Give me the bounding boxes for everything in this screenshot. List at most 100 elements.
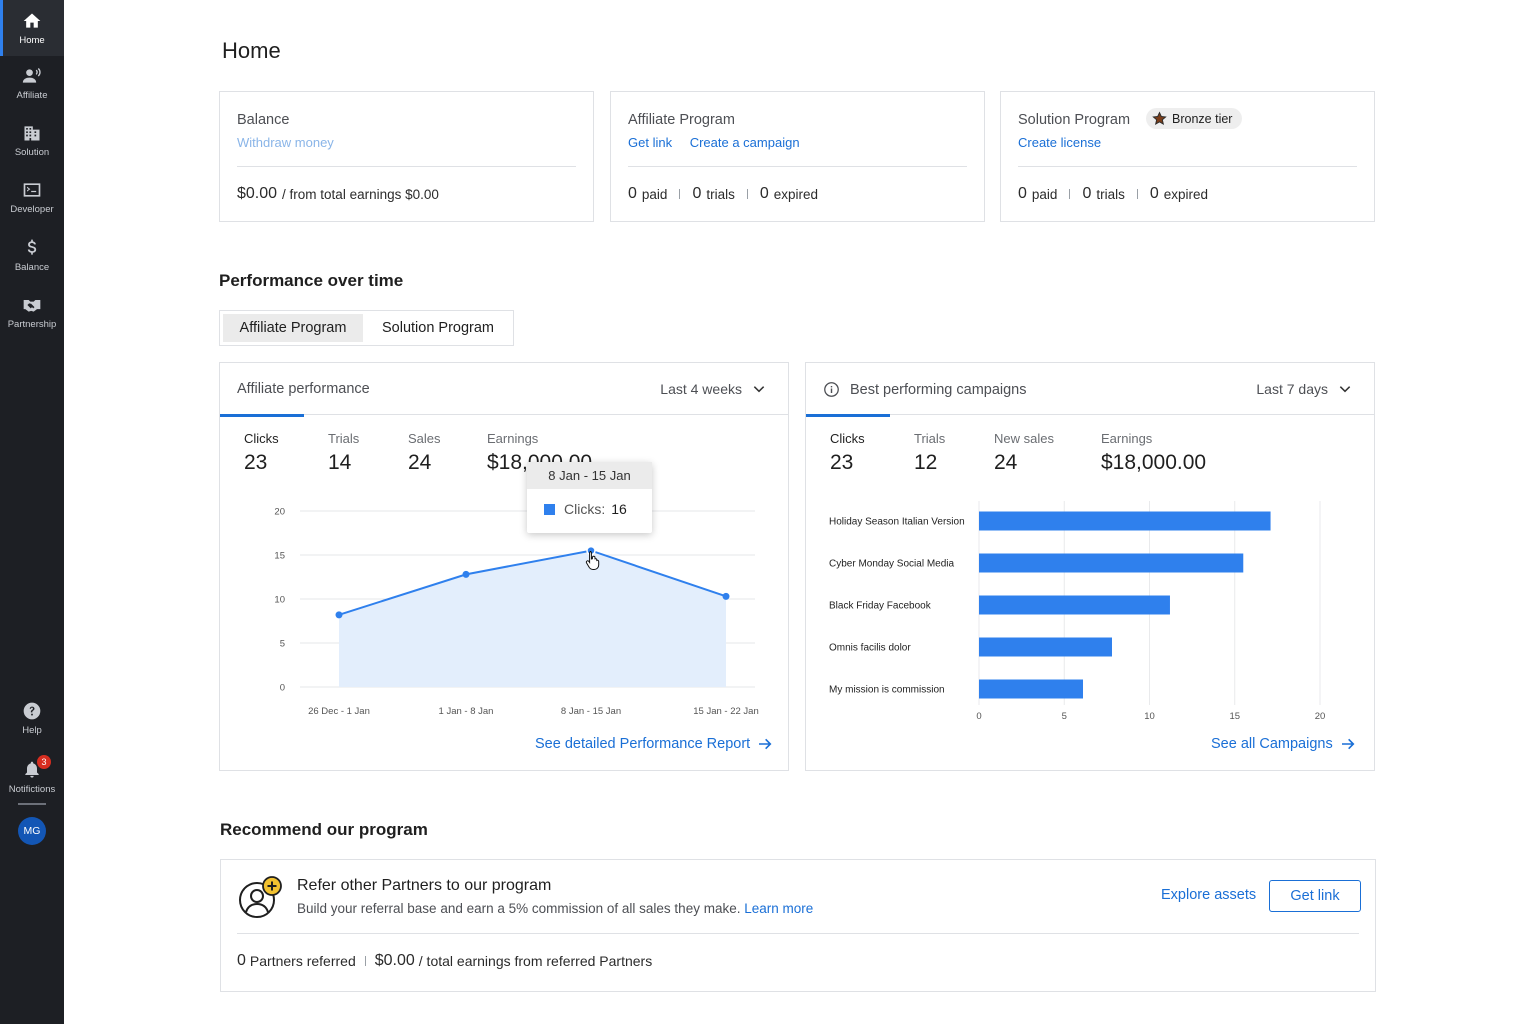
- sidebar-item-solution[interactable]: Solution: [0, 112, 64, 168]
- recommend-title: Recommend our program: [220, 820, 428, 839]
- handshake-icon: [23, 299, 41, 312]
- sidebar-divider: [18, 803, 46, 805]
- sidebar-item-label: Home: [19, 34, 45, 46]
- withdraw-money-link[interactable]: Withdraw money: [237, 135, 334, 150]
- get-link-link[interactable]: Get link: [628, 135, 673, 150]
- partners-count: 0: [237, 952, 246, 969]
- divider: [628, 166, 967, 167]
- building-icon: [24, 125, 40, 140]
- campaign-bar: [979, 679, 1084, 699]
- metric-value: 14: [328, 451, 352, 474]
- sidebar-item-label: Notifictions: [8, 783, 56, 795]
- arrow-right-icon: [759, 738, 772, 750]
- sidebar-item-affiliate[interactable]: Affiliate: [0, 55, 64, 111]
- metric-new-sales[interactable]: New sales 24: [994, 431, 1054, 475]
- tab-solution-program[interactable]: Solution Program: [381, 320, 495, 336]
- tab-affiliate-program[interactable]: Affiliate Program: [223, 314, 363, 342]
- y-tick-label: 5: [280, 639, 285, 650]
- metric-label: Clicks: [830, 431, 865, 446]
- x-tick-label: 20: [1315, 711, 1326, 722]
- campaign-bar: [979, 595, 1170, 615]
- x-tick-label: 0: [976, 711, 981, 722]
- balance-amount: $0.00: [237, 185, 278, 202]
- tooltip-value: 16: [611, 501, 627, 517]
- x-tick-label: 5: [1062, 711, 1067, 722]
- performance-report-link[interactable]: See detailed Performance Report: [535, 736, 773, 752]
- campaign-bar: [979, 553, 1244, 573]
- balance-card: Balance Withdraw money $0.00 / from tota…: [219, 91, 594, 222]
- info-icon[interactable]: [823, 381, 840, 398]
- chevron-down-icon: [753, 386, 765, 393]
- range-dropdown[interactable]: Last 7 days: [1256, 381, 1352, 397]
- y-tick-label: Black Friday Facebook: [829, 601, 932, 612]
- metric-label: Sales: [408, 431, 441, 446]
- metric-trials[interactable]: Trials 14: [328, 431, 359, 475]
- sidebar-item-help[interactable]: Help: [0, 690, 64, 746]
- arrow-right-icon: [1341, 738, 1355, 750]
- affiliate-program-card: Affiliate Program Get link Create a camp…: [610, 91, 985, 222]
- hand-cursor-icon: [585, 551, 600, 570]
- tooltip-label: Clicks:: [564, 501, 606, 517]
- create-campaign-link[interactable]: Create a campaign: [689, 135, 800, 150]
- chevron-down-icon: [1339, 386, 1351, 393]
- avatar[interactable]: MG: [18, 817, 46, 845]
- y-tick-label: 15: [274, 551, 285, 562]
- metric-value: 12: [914, 451, 938, 474]
- tier-label: Bronze tier: [1172, 111, 1233, 126]
- metric-label: Earnings: [1101, 431, 1153, 446]
- home-icon: [23, 13, 41, 28]
- data-point: [462, 570, 470, 578]
- sidebar-item-home[interactable]: Home: [0, 0, 64, 56]
- solution-program-card: Solution Program Bronze tier Create lice…: [1000, 91, 1375, 222]
- metric-value: 24: [994, 451, 1018, 474]
- x-tick-label: 8 Jan - 15 Jan: [561, 706, 621, 717]
- series-swatch: [544, 503, 555, 515]
- trials-count: 0: [692, 185, 702, 202]
- notification-badge: 3: [37, 755, 51, 769]
- card-title: Affiliate Program: [628, 112, 735, 128]
- clicks-line-chart: 0 5 10 15 20 26 Dec - 1 Jan 1 Jan - 8 Jan 8 Jan…: [274, 507, 759, 718]
- terminal-icon: [23, 182, 41, 197]
- expired-label: expired: [1163, 186, 1209, 202]
- metric-clicks[interactable]: Clicks 23: [244, 431, 279, 475]
- metric-sales[interactable]: Sales 24: [408, 431, 441, 475]
- performance-title: Performance over time: [219, 271, 404, 290]
- total-earnings: / from total earnings $0.00: [282, 186, 439, 202]
- sidebar-item-notifications[interactable]: 3 Notifictions: [0, 749, 64, 805]
- all-campaigns-link[interactable]: See all Campaigns: [1211, 736, 1356, 752]
- sidebar-item-label: Solution: [14, 146, 50, 158]
- sidebar-item-label: Help: [22, 724, 42, 736]
- x-tick-label: 1 Jan - 8 Jan: [439, 706, 494, 717]
- metric-value: 23: [244, 451, 268, 474]
- campaigns-bar-chart: 0 5 10 15 20 Holiday Season Italian Version Cy…: [829, 501, 1326, 722]
- create-license-link[interactable]: Create license: [1018, 135, 1102, 150]
- paid-label: paid: [1031, 186, 1058, 202]
- paid-count: 0: [1018, 185, 1027, 202]
- card-title: Affiliate performance: [237, 381, 370, 397]
- learn-more-link[interactable]: Learn more: [744, 901, 814, 916]
- explore-assets-button[interactable]: Explore assets: [1161, 887, 1257, 903]
- card-title: Balance: [237, 112, 290, 128]
- sidebar-item-balance[interactable]: Balance: [0, 227, 64, 283]
- x-tick-label: 15 Jan - 22 Jan: [693, 706, 759, 717]
- data-point: [335, 611, 343, 619]
- metric-clicks[interactable]: Clicks 23: [830, 431, 865, 475]
- metric-trials[interactable]: Trials 12: [914, 431, 945, 475]
- star-icon: [1152, 111, 1167, 125]
- metric-label: Earnings: [487, 431, 539, 446]
- sidebar-item-label: Affiliate: [16, 89, 48, 101]
- metric-earnings[interactable]: Earnings $18,000.00: [1101, 431, 1206, 475]
- dollar-icon: [27, 239, 37, 255]
- x-tick-label: 15: [1229, 711, 1240, 722]
- range-dropdown[interactable]: Last 4 weeks: [660, 381, 766, 397]
- affiliate-performance-card: Affiliate performance Last 4 weeks Click…: [219, 362, 789, 771]
- bell-icon: [25, 761, 39, 777]
- refer-partner-icon: [239, 876, 282, 918]
- sidebar-item-label: Balance: [14, 261, 50, 273]
- refer-title: Refer other Partners to our program: [297, 877, 552, 894]
- metric-label: Clicks: [244, 431, 279, 446]
- sidebar-item-developer[interactable]: Developer: [0, 169, 64, 225]
- sidebar-item-partnership[interactable]: Partnership: [0, 284, 64, 340]
- get-link-button[interactable]: Get link: [1269, 880, 1361, 912]
- campaign-bar: [979, 637, 1112, 657]
